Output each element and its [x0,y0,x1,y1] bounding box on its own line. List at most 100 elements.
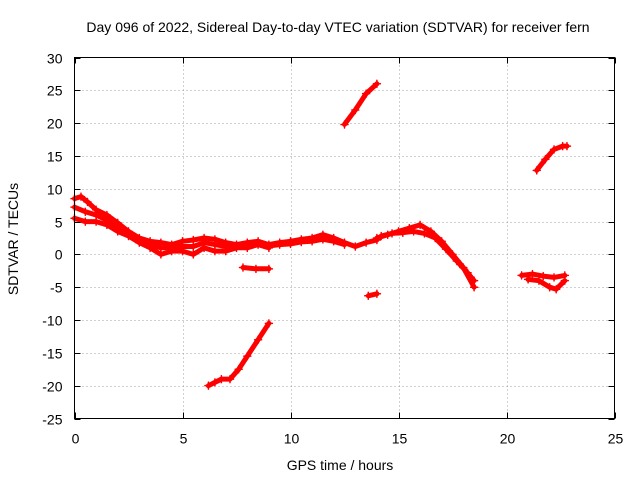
series-segment-rising-negative [204,319,274,390]
data-point [145,240,155,249]
data-point [361,238,371,247]
data-point [523,275,533,284]
x-tick-label: 10 [284,431,300,447]
data-point [409,227,418,236]
y-tick-label: 20 [47,116,63,132]
data-point [286,239,295,249]
data-point [76,192,86,201]
data-point [83,197,92,207]
data-point [351,242,360,251]
series-late-hump-lower [376,227,479,285]
data-point [441,244,451,254]
y-tick-label: 30 [47,51,63,67]
data-point [297,237,306,247]
y-tick-label: 15 [47,149,63,165]
y-tick-label: -20 [42,379,62,395]
x-tick-label: 0 [72,431,80,447]
data-point [387,229,397,238]
data-point [210,378,220,387]
series-right-cluster-upper [517,269,570,282]
data-point [415,220,425,230]
chart-title: Day 096 of 2022, Sidereal Day-to-day VTE… [86,19,589,35]
data-point [264,241,274,251]
data-point [243,240,252,250]
data-point [532,166,541,175]
data-point [534,276,544,285]
data-point [238,263,248,272]
gridlines [74,57,615,419]
y-tick-label: -10 [42,313,62,329]
data-point [210,240,220,249]
data-point [318,235,328,244]
data-point [275,240,284,249]
data-point [178,242,187,251]
data-point [253,335,263,344]
data-point [562,141,572,151]
plot-frame [74,57,615,419]
series-right-rising [532,141,572,175]
data-point [253,238,263,247]
data-point [430,233,440,243]
y-tick-label: -25 [42,412,62,428]
data-point [102,216,112,225]
series-right-cluster-lower [523,275,570,294]
data-point [251,264,261,274]
data-point [234,365,243,374]
data-point [372,79,382,89]
data-point [189,242,198,251]
data-point [351,105,360,115]
data-point [541,154,550,164]
data-point [452,256,462,266]
data-point [538,271,548,281]
data-point [189,250,198,259]
data-point [329,237,338,246]
data-point [364,291,373,301]
data-point [463,268,472,278]
data-point [156,243,166,253]
data-point [81,207,90,216]
y-tick-label: -5 [50,280,63,296]
y-tick-label: -15 [42,346,62,362]
x-tick-label: 20 [500,431,516,447]
data-point [528,269,537,279]
data-point [549,145,559,154]
x-tick-label: 5 [180,431,188,447]
data-point [307,237,317,246]
data-point [124,229,133,238]
data-series [70,79,572,390]
data-point [221,242,230,251]
x-tick-labels: 0 5 10 15 20 25 [72,431,624,447]
series-line [205,320,272,389]
data-point [232,241,241,251]
data-point [204,381,213,390]
data-point [420,229,429,238]
data-point [340,120,349,129]
data-point [167,243,176,253]
y-tick-label: 0 [55,247,63,263]
data-point [135,235,144,245]
x-tick-label: 25 [608,431,624,447]
series-line [342,81,380,127]
data-point [243,351,252,361]
series-segment-minus-two [238,263,274,274]
series-main-band-middle [70,202,349,253]
data-point [376,231,386,241]
data-point [264,319,274,328]
data-point [517,271,526,280]
data-point [217,374,226,384]
data-point [225,374,235,384]
data-point [551,284,561,294]
data-point [398,228,408,237]
data-point [545,282,554,292]
data-point [372,233,382,243]
data-point [340,240,349,249]
series-segment-minus-six [364,289,382,301]
y-tick-labels: -25 -20 -15 -10 -5 0 5 10 15 20 25 30 [42,51,62,428]
data-point [469,276,479,285]
data-point [81,217,90,226]
y-tick-label: 10 [47,182,63,198]
data-point [264,264,274,274]
y-axis-label: SDTVAR / TECUs [5,183,21,295]
y-tick-label: 25 [47,83,63,99]
series-segment-rising-positive [340,79,382,129]
